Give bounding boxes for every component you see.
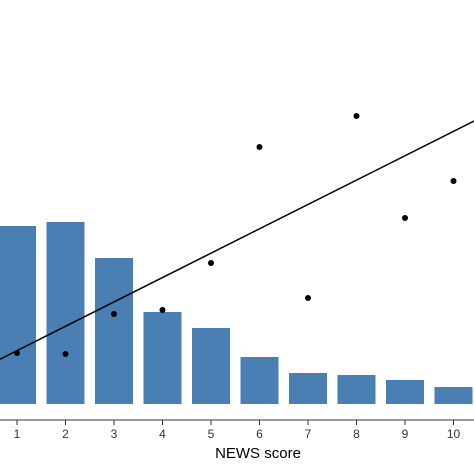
x-tick-label-2: 2 (62, 427, 69, 441)
x-axis-tick-labels: 1 2 3 4 5 6 7 8 9 10 (14, 427, 461, 441)
x-tick-label-3: 3 (111, 427, 118, 441)
bar-6 (241, 357, 279, 404)
bar-8 (338, 375, 376, 404)
point-1 (14, 350, 20, 356)
point-3 (111, 311, 117, 317)
point-7 (305, 295, 311, 301)
bar-4 (144, 312, 182, 404)
point-9 (402, 215, 408, 221)
bar-2 (47, 222, 85, 404)
x-tick-label-5: 5 (208, 427, 215, 441)
bar-7 (289, 373, 327, 404)
x-tick-label-6: 6 (256, 427, 263, 441)
x-tick-label-7: 7 (305, 427, 312, 441)
x-tick-label-8: 8 (353, 427, 360, 441)
bar-5 (192, 328, 230, 404)
bar-9 (386, 380, 424, 404)
point-8 (354, 113, 360, 119)
bar-10 (435, 387, 473, 404)
point-5 (208, 260, 214, 266)
bar-3 (95, 258, 133, 404)
x-axis-ticks (17, 420, 454, 425)
x-tick-label-9: 9 (402, 427, 409, 441)
x-tick-label-4: 4 (159, 427, 166, 441)
point-6 (257, 144, 263, 150)
point-2 (63, 351, 69, 357)
bar-1 (0, 226, 36, 404)
x-tick-label-10: 10 (447, 427, 461, 441)
x-axis-title: NEWS score (215, 445, 301, 462)
point-4 (160, 307, 166, 313)
bar-series (0, 222, 473, 404)
point-10 (451, 178, 457, 184)
x-tick-label-1: 1 (14, 427, 21, 441)
